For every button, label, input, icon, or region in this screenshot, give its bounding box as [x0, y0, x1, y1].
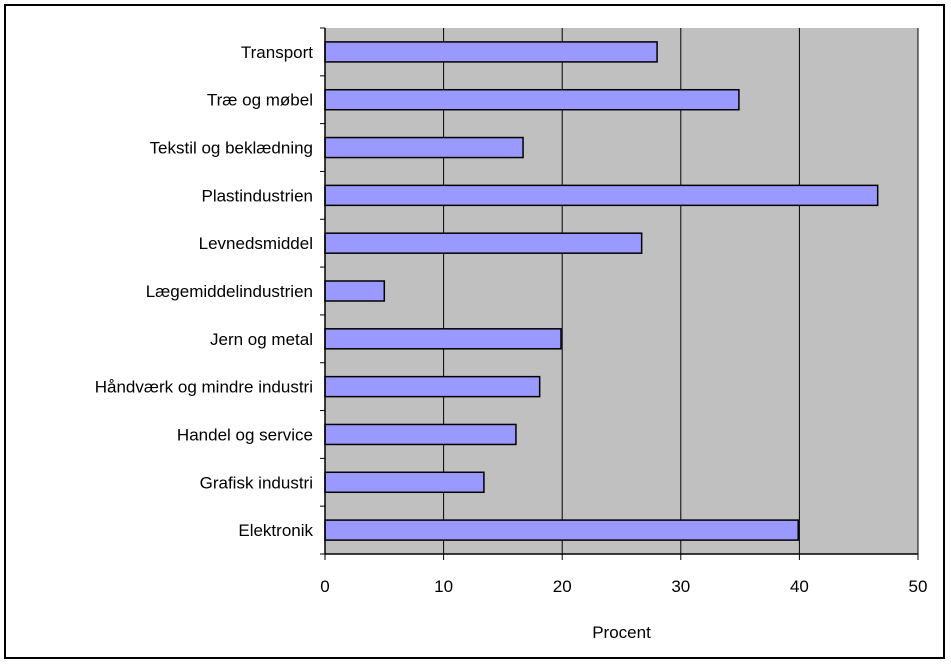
bar-2 — [325, 138, 523, 158]
x-tick-label: 40 — [790, 577, 809, 596]
x-tick-labels: 0 10 20 30 40 50 — [320, 577, 927, 596]
category-label: Træ og møbel — [207, 91, 313, 110]
bar-3 — [325, 185, 878, 205]
category-label: Håndværk og mindre industri — [95, 378, 313, 397]
category-label: Tekstil og beklædning — [150, 139, 313, 158]
x-tick-label: 10 — [434, 577, 453, 596]
category-label: Plastindustrien — [201, 186, 313, 205]
bar-7 — [325, 377, 540, 397]
category-label: Elektronik — [238, 521, 313, 540]
category-label: Grafisk industri — [200, 473, 313, 492]
x-tick-label: 50 — [909, 577, 928, 596]
category-label: Transport — [241, 43, 313, 62]
bar-4 — [325, 233, 642, 253]
bar-1 — [325, 90, 739, 110]
category-label: Lægemiddelindustrien — [146, 282, 313, 301]
x-tick-label: 0 — [320, 577, 329, 596]
bar-0 — [325, 42, 657, 62]
category-label: Levnedsmiddel — [199, 234, 313, 253]
x-tick-label: 20 — [553, 577, 572, 596]
x-tick-label: 30 — [671, 577, 690, 596]
category-label: Jern og metal — [210, 330, 313, 349]
bar-8 — [325, 424, 516, 444]
bar-10 — [325, 520, 798, 540]
bar-5 — [325, 281, 384, 301]
bar-6 — [325, 329, 561, 349]
x-axis-title: Procent — [592, 623, 651, 642]
bar-9 — [325, 472, 484, 492]
category-labels: Transport Træ og møbel Tekstil og beklædni… — [95, 43, 314, 540]
category-label: Handel og service — [177, 425, 313, 444]
